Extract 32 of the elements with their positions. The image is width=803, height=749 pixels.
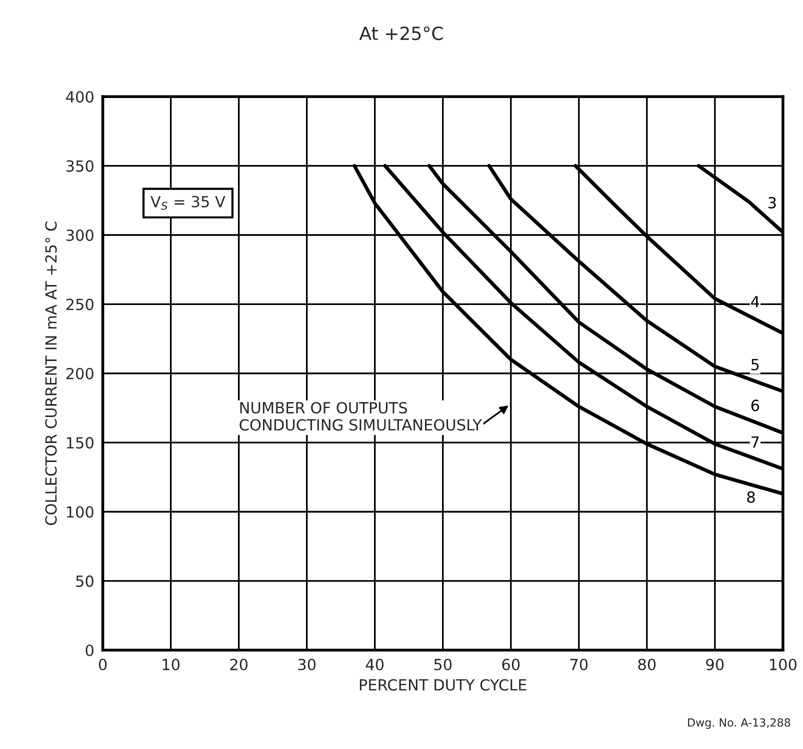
series-label: 8 bbox=[747, 491, 755, 503]
chart-title: At +25°C bbox=[359, 26, 443, 40]
x-tick-label: 0 bbox=[98, 658, 107, 670]
x-tick-label: 20 bbox=[230, 658, 248, 670]
x-tick-label: 50 bbox=[434, 658, 452, 670]
x-tick-label: 70 bbox=[570, 658, 588, 670]
y-tick-label: 300 bbox=[66, 229, 94, 242]
text: Dwg. No. A-13,288 bbox=[688, 718, 790, 729]
x-tick-label: 90 bbox=[706, 658, 724, 670]
x-tick-label: 30 bbox=[298, 658, 316, 670]
x-tick-label: 100 bbox=[770, 658, 796, 670]
x-tick-label: 60 bbox=[502, 658, 520, 670]
series-label: 3 bbox=[768, 196, 776, 208]
x-tick-label: 80 bbox=[638, 658, 656, 670]
y-tick-label: 50 bbox=[76, 575, 94, 587]
series-label: 5 bbox=[751, 359, 759, 370]
series-label: 6 bbox=[751, 400, 760, 412]
x-tick-label: 40 bbox=[366, 658, 384, 670]
y-tick-label: 100 bbox=[66, 506, 94, 518]
annotation: NUMBER OF OUTPUTS CONDUCTING SIMULTANEOUSLY bbox=[240, 402, 482, 431]
y-tick-label: 200 bbox=[66, 368, 94, 380]
y-axis-title: COLLECTOR CURRENT IN mA AT +25° C bbox=[45, 222, 57, 526]
series-label: 7 bbox=[752, 436, 759, 448]
series-label: 4 bbox=[751, 296, 760, 308]
y-tick-label: 150 bbox=[66, 437, 94, 449]
y-tick-label: 400 bbox=[66, 91, 94, 103]
x-tick-label: 10 bbox=[162, 658, 180, 670]
x-axis-title: PERCENT DUTY CYCLE bbox=[360, 679, 526, 691]
y-tick-label: 0 bbox=[86, 644, 94, 656]
y-tick-label: 350 bbox=[66, 160, 94, 172]
y-tick-label: 250 bbox=[66, 298, 94, 310]
annotation: V$_{S}$ = 35 V bbox=[150, 196, 226, 210]
